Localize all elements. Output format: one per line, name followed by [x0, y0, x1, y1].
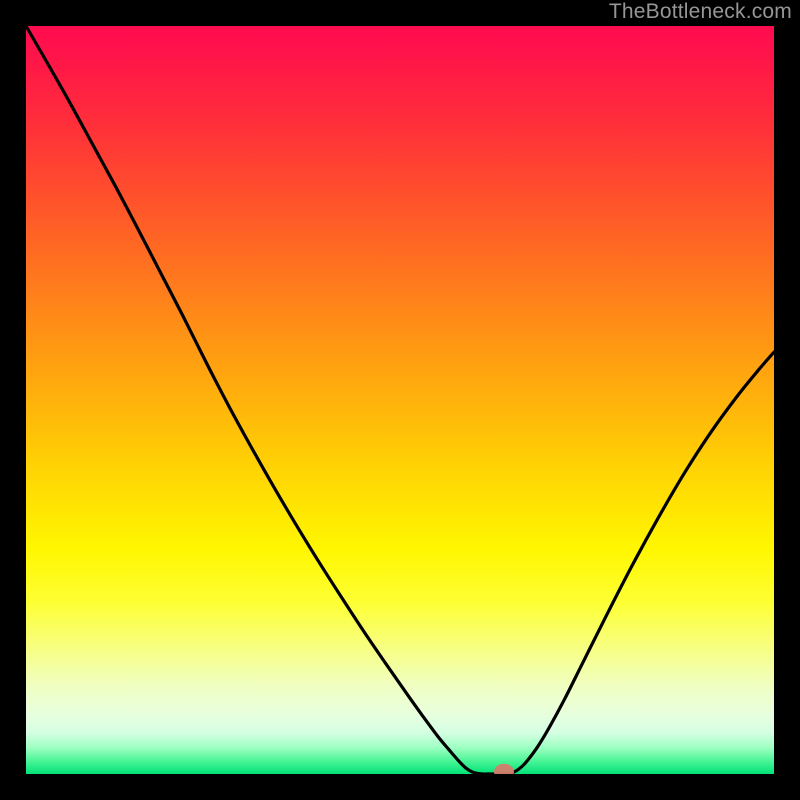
attribution-label: TheBottleneck.com: [609, 0, 792, 24]
plot-background: [26, 26, 774, 774]
chart-canvas: TheBottleneck.com: [0, 0, 800, 800]
frame: [774, 0, 800, 800]
bottleneck-chart: [0, 0, 800, 800]
frame: [0, 0, 26, 800]
frame: [0, 774, 800, 800]
